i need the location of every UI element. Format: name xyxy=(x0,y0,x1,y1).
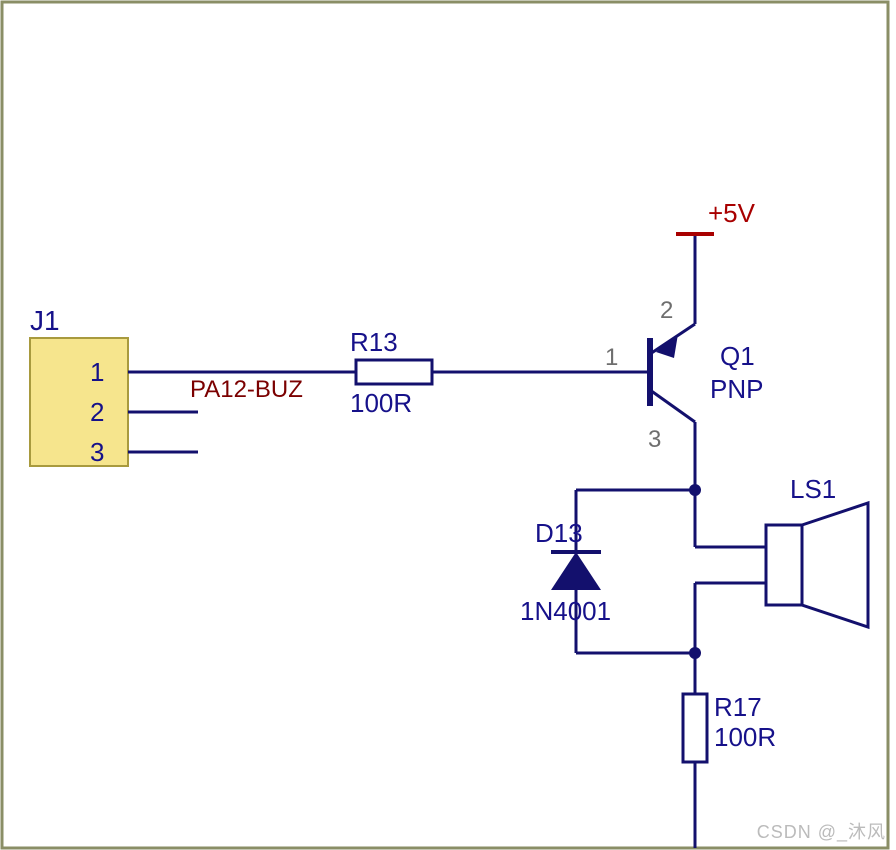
junction xyxy=(689,484,701,496)
svg-text:PA12-BUZ: PA12-BUZ xyxy=(190,376,303,403)
svg-text:R17: R17 xyxy=(714,692,762,722)
svg-text:1N4001: 1N4001 xyxy=(520,596,611,626)
svg-text:PNP: PNP xyxy=(710,374,763,404)
svg-text:LS1: LS1 xyxy=(790,474,836,504)
svg-text:3: 3 xyxy=(90,437,104,467)
svg-text:J1: J1 xyxy=(30,305,60,336)
svg-text:1: 1 xyxy=(90,357,104,387)
svg-text:D13: D13 xyxy=(535,518,583,548)
svg-text:100R: 100R xyxy=(350,388,412,418)
connector-j1 xyxy=(30,338,128,466)
resistor-r17 xyxy=(683,694,707,762)
svg-text:2: 2 xyxy=(660,297,673,324)
speaker-ls1 xyxy=(766,525,802,605)
svg-text:+5V: +5V xyxy=(708,198,756,228)
svg-text:2: 2 xyxy=(90,397,104,427)
schematic-svg: J1 1 2 3 PA12-BUZ R13 100R 1 2 3 Q1PNP +5V D13 1N4001… xyxy=(0,0,896,850)
svg-text:1: 1 xyxy=(605,344,618,371)
svg-text:R13: R13 xyxy=(350,327,398,357)
watermark: CSDN @_沐风 xyxy=(757,818,886,844)
resistor-r13 xyxy=(356,360,432,384)
svg-text:100R: 100R xyxy=(714,722,776,752)
svg-text:Q1: Q1 xyxy=(720,341,755,371)
svg-text:3: 3 xyxy=(648,426,661,453)
diode-d13 xyxy=(551,552,601,590)
